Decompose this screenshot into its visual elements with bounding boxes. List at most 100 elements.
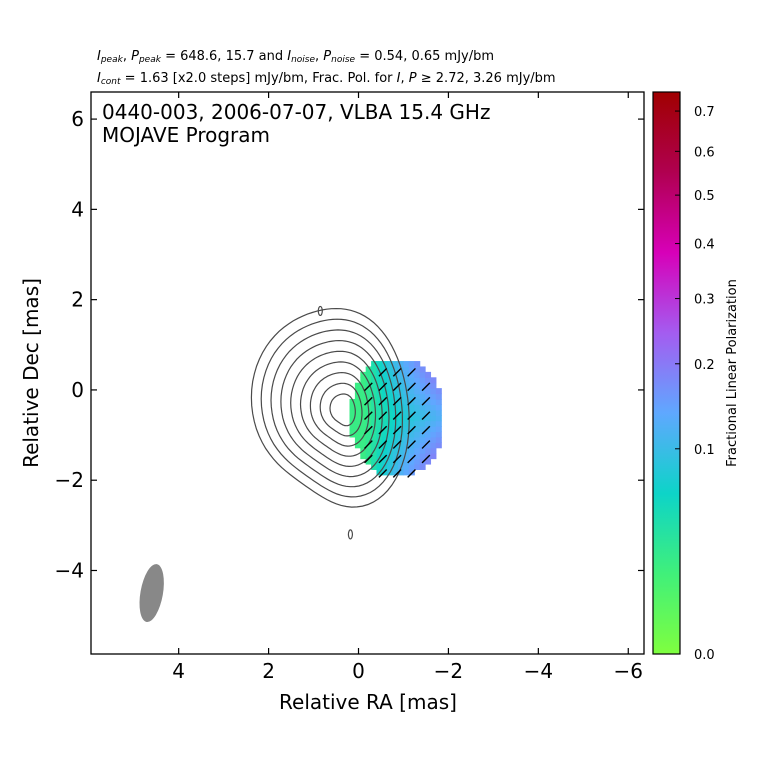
- polarization-cell: [430, 398, 437, 405]
- evpa-vector-group: [364, 367, 431, 478]
- evpa-vector: [421, 382, 431, 392]
- polarization-cell: [414, 366, 421, 373]
- polarization-cell: [387, 404, 394, 411]
- evpa-vector: [378, 367, 388, 377]
- polarization-cell: [408, 388, 415, 395]
- polarization-cell: [381, 371, 388, 378]
- polarization-cell: [430, 436, 437, 443]
- x-axis: 4 2 0 −2 −4 −6: [172, 92, 643, 683]
- polarization-cell: [419, 453, 426, 460]
- y-tick-label: 0: [71, 378, 84, 402]
- polarization-cell: [414, 382, 421, 389]
- polarization-cell: [387, 409, 394, 416]
- polarization-cell: [425, 388, 432, 395]
- polarization-cell: [430, 388, 437, 395]
- polarization-cell: [392, 463, 399, 470]
- polarization-cell: [360, 393, 367, 400]
- polarization-cell: [414, 453, 421, 460]
- contour-group: [250, 305, 410, 540]
- polarization-cell: [376, 442, 383, 449]
- polarization-cell: [381, 415, 388, 422]
- evpa-vector: [378, 411, 388, 421]
- colorbar-frame: [652, 91, 681, 655]
- polarization-cell: [371, 420, 378, 427]
- x-tick-label: 0: [352, 659, 365, 683]
- polarization-cell: [425, 458, 432, 465]
- polarization-cell: [403, 469, 410, 476]
- polarization-cell: [387, 436, 394, 443]
- polarization-cell: [408, 361, 415, 368]
- evpa-vector: [378, 425, 388, 435]
- polarization-cell: [365, 388, 372, 395]
- beam-ellipse: [139, 564, 164, 623]
- polarization-cell: [354, 393, 361, 400]
- evpa-vector: [392, 382, 402, 392]
- polarization-cell: [392, 377, 399, 384]
- polarization-cell: [398, 388, 405, 395]
- polarization-cell: [430, 442, 437, 449]
- polarization-cell: [376, 398, 383, 405]
- polarization-cell: [349, 409, 356, 416]
- i-cont-subscript: cont: [100, 77, 121, 87]
- polarization-cell: [414, 415, 421, 422]
- polarization-cell: [371, 431, 378, 438]
- polarization-cell: [408, 415, 415, 422]
- polarization-cell: [376, 463, 383, 470]
- polarization-cell: [365, 431, 372, 438]
- polarization-cell: [381, 447, 388, 454]
- polarization-cell: [376, 436, 383, 443]
- polarization-cell: [360, 382, 367, 389]
- chart-title: 0440-003, 2006-07-07, VLBA 15.4 GHz: [102, 100, 490, 124]
- polarization-cell: [398, 458, 405, 465]
- polarization-cell: [419, 442, 426, 449]
- evpa-vector: [378, 440, 388, 449]
- polarization-cell: [398, 469, 405, 476]
- y-tick-label: 2: [71, 288, 84, 312]
- colorbar-gradient: [653, 92, 680, 654]
- contour-island: [317, 305, 323, 317]
- polarization-cell: [414, 388, 421, 395]
- polarization-cell: [371, 393, 378, 400]
- polarization-cell: [425, 420, 432, 427]
- polarization-cell: [392, 469, 399, 476]
- polarization-cell: [365, 398, 372, 405]
- polarization-cell: [435, 436, 442, 443]
- evpa-vector: [407, 411, 416, 421]
- polarization-cell: [365, 436, 372, 443]
- polarization-cell: [371, 453, 378, 460]
- polarization-cell: [408, 371, 415, 378]
- evpa-vector: [407, 367, 416, 377]
- evpa-vector: [421, 425, 431, 435]
- polarization-cell: [387, 426, 394, 433]
- p-peak-subscript: peak: [138, 55, 161, 65]
- polarization-cell: [414, 371, 421, 378]
- polarization-cell: [381, 393, 388, 400]
- polarization-cell: [360, 398, 367, 405]
- x-tick-label: −4: [524, 659, 553, 683]
- polarization-cell: [414, 447, 421, 454]
- evpa-vector: [421, 411, 431, 421]
- polarization-cell: [408, 377, 415, 384]
- polarization-cell: [387, 431, 394, 438]
- evpa-vector: [364, 382, 373, 392]
- evpa-vector: [364, 411, 373, 421]
- i-noise-subscript: noise: [291, 55, 316, 65]
- polarization-cell: [365, 393, 372, 400]
- polarization-cell: [387, 453, 394, 460]
- polarization-cell: [435, 442, 442, 449]
- polarization-cell: [425, 404, 432, 411]
- polarization-cell: [360, 409, 367, 416]
- polarization-cell: [349, 415, 356, 422]
- polarization-cell: [354, 404, 361, 411]
- polarization-cell: [371, 382, 378, 389]
- polarization-cell: [392, 366, 399, 373]
- polarization-cell: [430, 415, 437, 422]
- polarization-cell: [387, 442, 394, 449]
- polarization-cell: [430, 431, 437, 438]
- polarization-cell: [387, 393, 394, 400]
- polarization-cell: [371, 361, 378, 368]
- polarization-cell: [425, 398, 432, 405]
- polarization-cell: [387, 371, 394, 378]
- polarization-cell: [381, 377, 388, 384]
- polarization-cell: [435, 426, 442, 433]
